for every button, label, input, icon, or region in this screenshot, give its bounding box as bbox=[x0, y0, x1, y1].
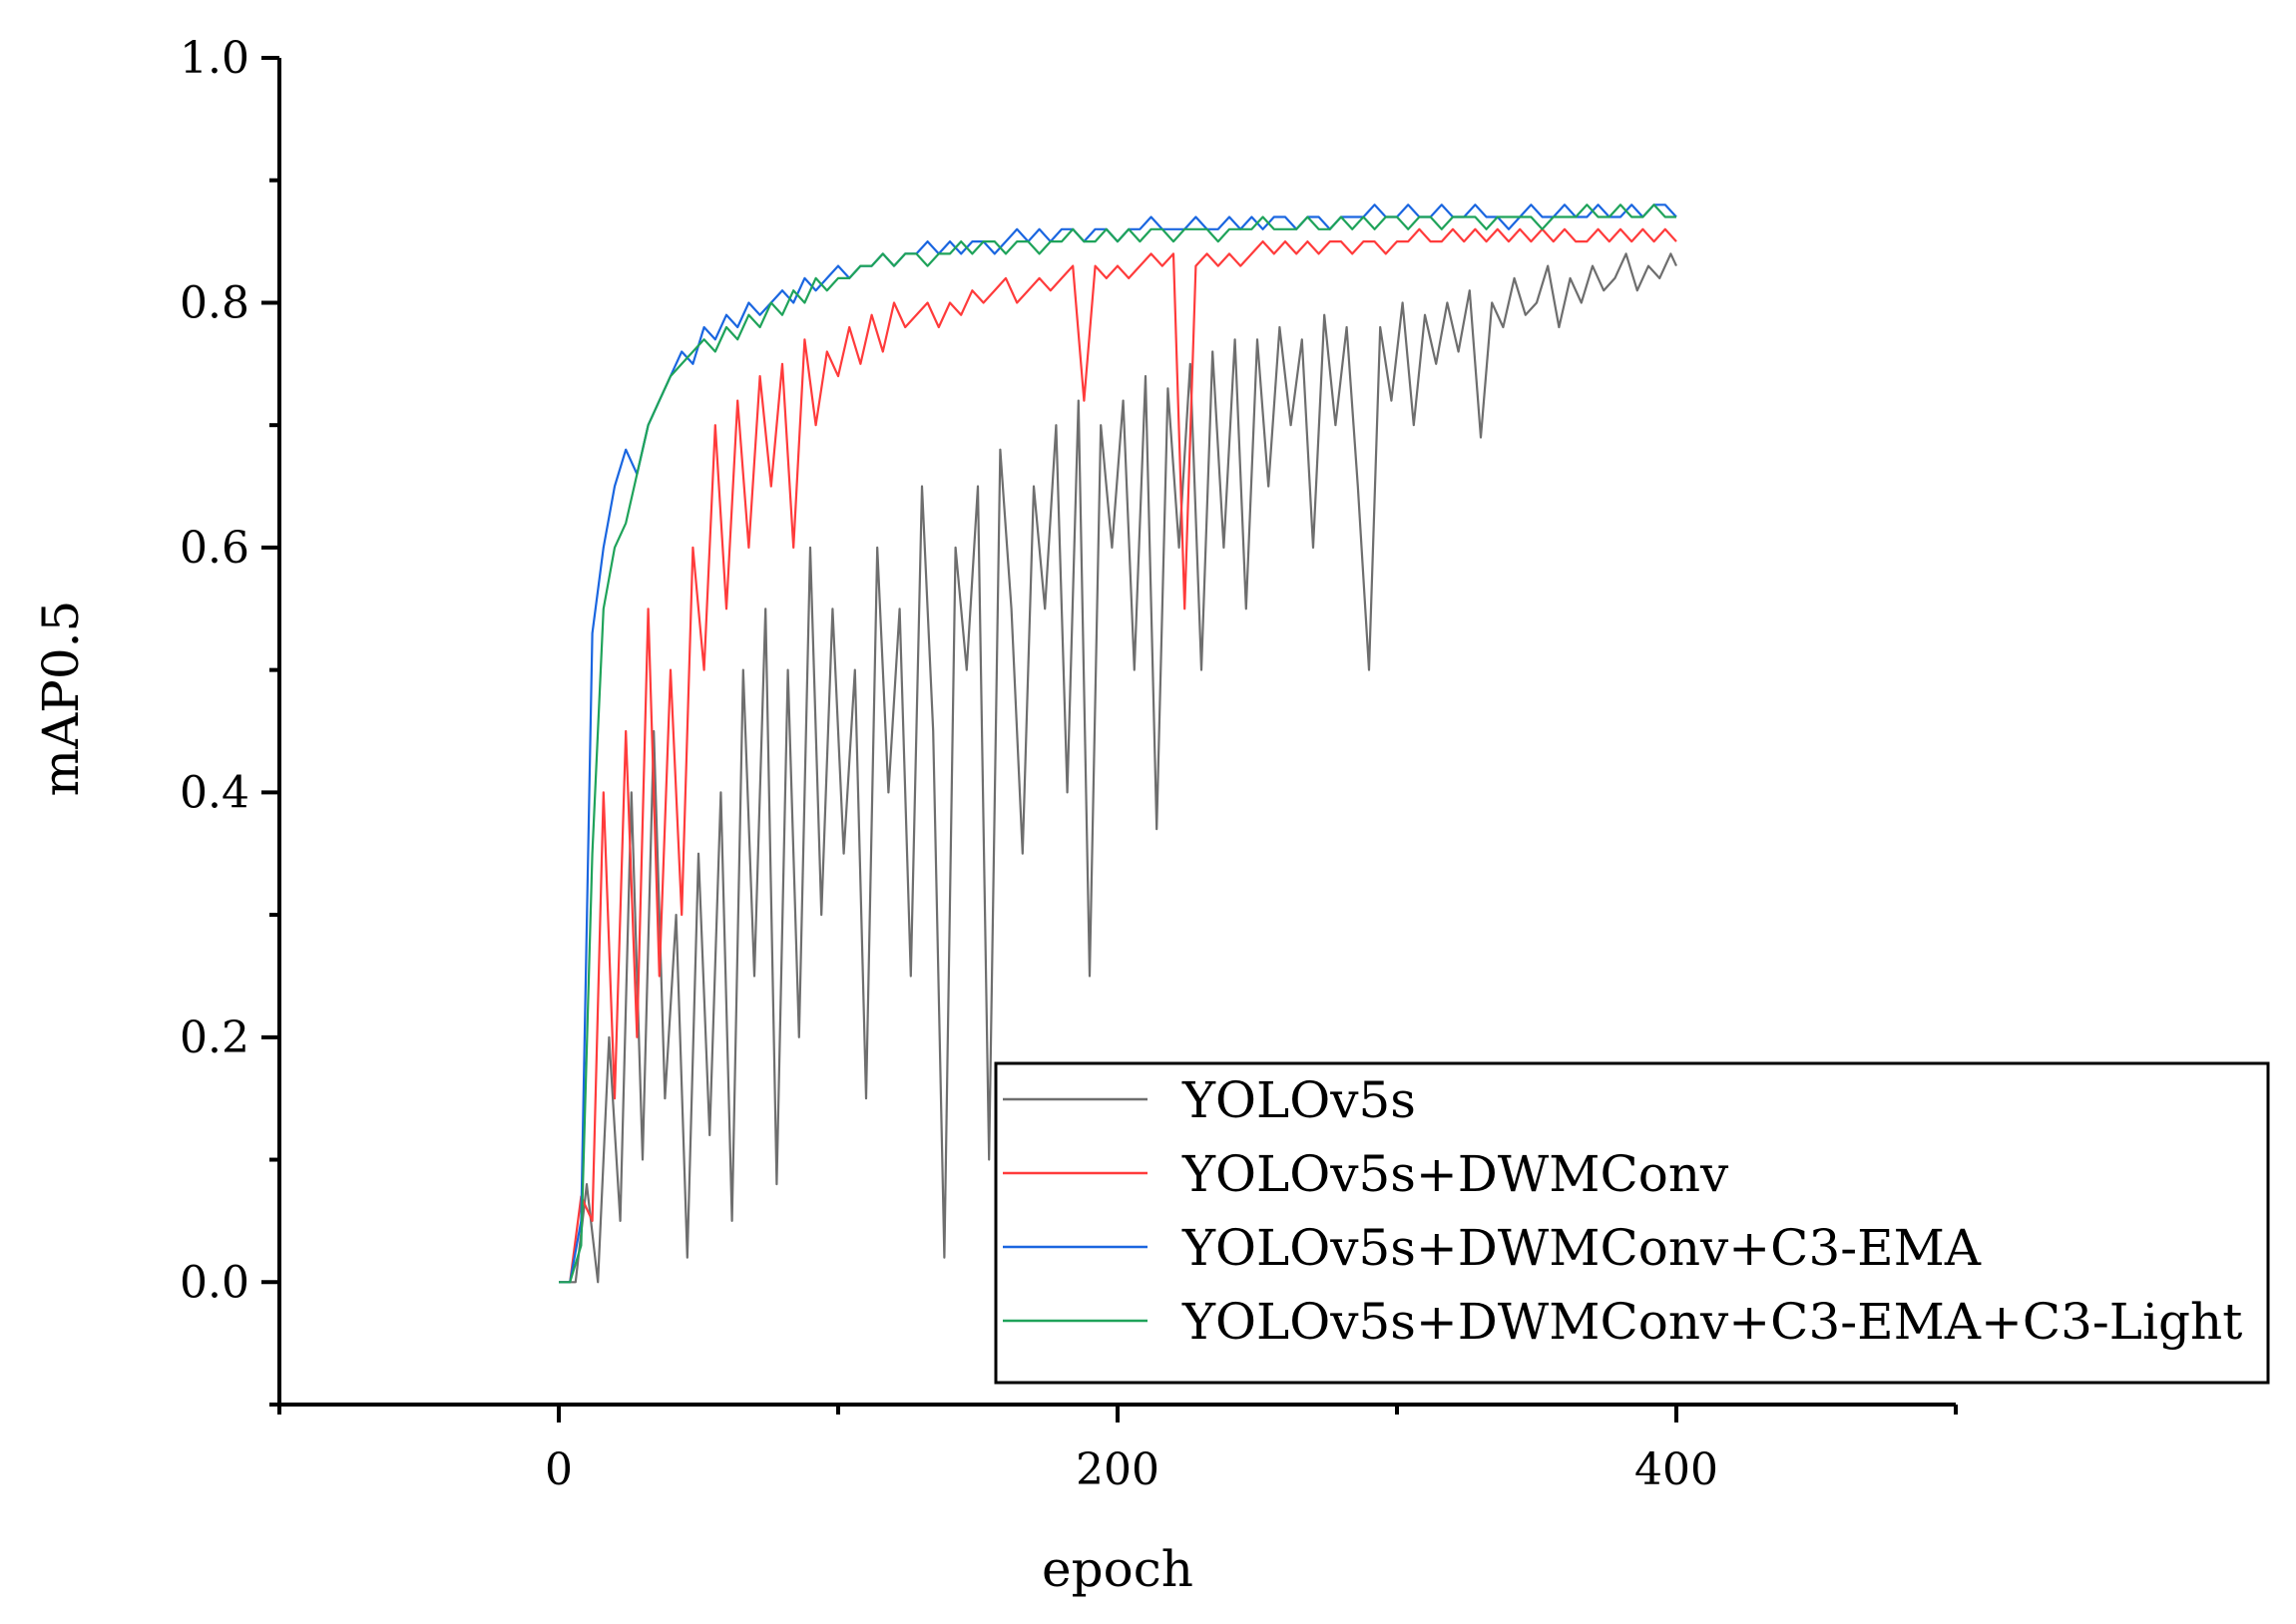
legend-label-3: YOLOv5s+DWMConv+C3-EMA bbox=[1181, 1219, 1982, 1277]
x-axis-ticks: 0 200 400 bbox=[277, 1405, 1958, 1495]
x-tick-label: 400 bbox=[1634, 1444, 1718, 1495]
y-axis-title: mAP0.5 bbox=[32, 601, 90, 797]
y-tick-label: 1.0 bbox=[180, 33, 249, 84]
series-line-2 bbox=[559, 227, 1677, 1284]
legend-label-1: YOLOv5s bbox=[1181, 1071, 1416, 1129]
series-line-1 bbox=[559, 252, 1677, 1284]
y-tick-label: 0.6 bbox=[180, 523, 249, 574]
x-axis-title: epoch bbox=[1042, 1540, 1193, 1598]
y-tick-label: 0.4 bbox=[180, 767, 249, 818]
series-line-4 bbox=[559, 203, 1676, 1284]
y-tick-label: 0.2 bbox=[180, 1013, 249, 1063]
y-tick-label: 0.0 bbox=[180, 1257, 249, 1308]
legend-label-2: YOLOv5s+DWMConv bbox=[1181, 1145, 1729, 1203]
x-tick-label: 0 bbox=[545, 1444, 573, 1495]
y-axis-ticks: 0.0 0.2 0.4 0.6 0.8 1.0 bbox=[180, 33, 279, 1407]
legend-box bbox=[994, 1061, 2270, 1385]
legend: YOLOv5s YOLOv5s+DWMConv YOLOv5s+DWMConv+C3… bbox=[994, 1061, 2270, 1385]
legend-label-4: YOLOv5s+DWMConv+C3-EMA+C3-Light bbox=[1181, 1293, 2242, 1351]
y-tick-label: 0.8 bbox=[180, 277, 249, 328]
x-tick-label: 200 bbox=[1076, 1444, 1159, 1495]
plot-area bbox=[559, 203, 1677, 1284]
